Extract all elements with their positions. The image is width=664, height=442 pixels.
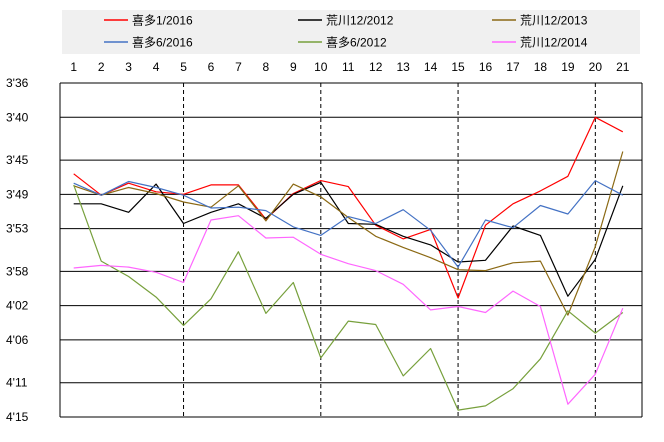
- x-tick-label: 11: [342, 60, 355, 74]
- x-tick-label: 8: [263, 60, 270, 74]
- y-tick-labels: 3'36 3'40 3'45 3'49 3'53 3'58 4'02 4'06 4'11 4'15: [6, 76, 29, 424]
- axes: [59, 83, 643, 417]
- y-tick-label: 3'40: [6, 110, 29, 124]
- y-tick-label: 4'11: [6, 376, 28, 390]
- series-line: [73, 184, 624, 411]
- series-line: [73, 180, 624, 268]
- x-tick-label: 10: [314, 60, 328, 74]
- x-tick-labels: 1 2 3 4 5 6 7 8 9 10 11 12 13 14 15 16 17 18 19 20 21: [70, 60, 629, 74]
- x-tick-label: 3: [125, 60, 132, 74]
- horizontal-gridlines: [60, 82, 642, 418]
- x-tick-label: 12: [369, 60, 383, 74]
- x-tick-label: 7: [235, 60, 242, 74]
- series-line: [73, 181, 624, 297]
- y-tick-label: 3'53: [6, 222, 29, 236]
- y-tick-label: 3'58: [6, 264, 29, 278]
- x-tick-label: 13: [396, 60, 410, 74]
- series-line: [73, 116, 624, 299]
- legend-label: 喜多1/2016: [132, 14, 193, 28]
- x-tick-label: 1: [70, 60, 77, 74]
- legend-label: 荒川12/2014: [520, 36, 588, 50]
- legend-label: 荒川12/2012: [326, 14, 394, 28]
- legend-label: 荒川12/2013: [520, 14, 588, 28]
- legend: 喜多1/2016 荒川12/2012 荒川12/2013 喜多6/2016 喜多6/20…: [104, 14, 588, 50]
- legend-label: 喜多6/2012: [326, 36, 387, 50]
- x-tick-label: 19: [561, 60, 575, 74]
- x-tick-label: 5: [180, 60, 187, 74]
- x-tick-label: 20: [589, 60, 603, 74]
- x-tick-label: 4: [153, 60, 160, 74]
- x-tick-label: 6: [208, 60, 215, 74]
- x-tick-label: 9: [290, 60, 297, 74]
- y-tick-label: 3'45: [6, 153, 29, 167]
- y-tick-label: 3'49: [6, 187, 29, 201]
- y-tick-label: 4'06: [6, 333, 29, 347]
- legend-label: 喜多6/2016: [132, 36, 193, 50]
- y-tick-label: 4'15: [6, 410, 29, 424]
- x-tick-label: 2: [98, 60, 105, 74]
- x-tick-label: 14: [424, 60, 438, 74]
- legend-box: [62, 10, 640, 54]
- x-tick-label: 15: [451, 60, 465, 74]
- y-tick-label: 4'02: [6, 299, 29, 313]
- series-line: [73, 151, 624, 316]
- y-tick-label: 3'36: [6, 76, 29, 90]
- x-tick-label: 21: [616, 60, 630, 74]
- x-tick-label: 18: [534, 60, 548, 74]
- series-line: [73, 215, 624, 405]
- x-tick-label: 17: [506, 60, 520, 74]
- x-tick-label: 16: [479, 60, 493, 74]
- series-lines: [73, 116, 624, 411]
